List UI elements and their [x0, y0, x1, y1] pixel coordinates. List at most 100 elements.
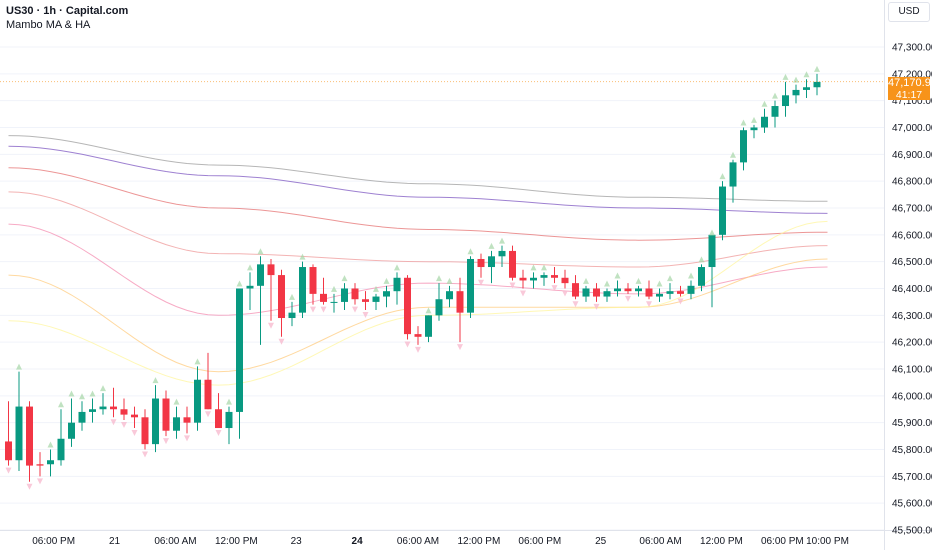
up-arrow [604, 280, 610, 287]
countdown-label: 41:17 [888, 89, 930, 101]
price-tick-label: 46,300.00 [892, 311, 932, 322]
candle-body [131, 414, 138, 418]
candle-body [698, 267, 705, 286]
up-arrow [740, 119, 747, 126]
up-arrow [656, 280, 663, 287]
moving-average-line [8, 135, 828, 202]
down-arrow [5, 467, 12, 474]
down-arrow [205, 411, 211, 418]
candle-body [624, 288, 632, 292]
candle-body [162, 398, 170, 431]
down-arrow [268, 322, 274, 329]
moving-average-line [8, 167, 828, 241]
currency-button[interactable]: USD [888, 2, 930, 22]
price-tick-label: 47,200.00 [892, 69, 932, 80]
candle-body [372, 296, 380, 302]
candle-body [530, 277, 537, 281]
candle-body [425, 315, 432, 337]
candle-body [68, 422, 75, 439]
candle-body [246, 285, 254, 289]
candle-body [5, 441, 12, 461]
time-tick-label: 06:00 PM [518, 536, 561, 547]
down-arrow [625, 295, 631, 302]
down-arrow [184, 435, 190, 442]
up-arrow [331, 285, 337, 292]
candle-body [708, 234, 716, 268]
price-tick-label: 46,800.00 [892, 177, 932, 188]
up-arrow [782, 73, 789, 80]
down-arrow [131, 430, 138, 437]
candle-body [551, 275, 558, 278]
candle-body [99, 406, 107, 410]
up-arrow [635, 277, 642, 284]
candle-body [404, 277, 411, 335]
candle-body [677, 291, 684, 294]
candle-body [383, 291, 390, 297]
price-tick-label: 46,700.00 [892, 204, 932, 215]
up-arrow [530, 264, 537, 271]
moving-average-line [8, 220, 828, 386]
down-arrow [163, 438, 169, 445]
candle-body [729, 162, 737, 187]
up-arrow [236, 280, 243, 287]
price-axis[interactable]: 47,300.00 47,200.00 47,100.00 47,000.00 46,9… [892, 43, 932, 537]
time-tick-label: 06:00 PM [761, 536, 804, 547]
price-tick-label: 45,800.00 [892, 445, 932, 456]
signal-arrows [5, 65, 820, 490]
time-axis[interactable]: 06:00 PM 21 06:00 AM 12:00 PM 23 24 06:00 AM 12… [32, 536, 849, 547]
up-arrow [226, 398, 232, 405]
up-arrow [289, 293, 295, 300]
time-tick-label: 25 [595, 536, 607, 547]
down-arrow [572, 301, 579, 308]
candles [5, 73, 821, 482]
up-arrow [793, 76, 799, 83]
candle-body [813, 81, 821, 88]
up-arrow [68, 390, 75, 397]
time-tick-label: 06:00 AM [154, 536, 196, 547]
up-arrow [614, 272, 621, 279]
moving-average-lines [8, 135, 828, 386]
up-arrow [709, 229, 715, 236]
candle-body [488, 256, 495, 268]
indicator-label[interactable]: Mambo MA & HA [6, 19, 91, 31]
chart-title: US30 · 1h · Capital.com [6, 5, 129, 17]
candle-body [267, 264, 275, 276]
up-arrow [667, 275, 673, 282]
candle-body [593, 288, 600, 297]
up-arrow [194, 358, 201, 365]
up-arrow [299, 253, 306, 260]
candle-body [330, 301, 338, 303]
candle-body [477, 258, 485, 268]
moving-average-line [8, 191, 828, 268]
candle-body [719, 186, 726, 235]
candle-body [204, 379, 212, 410]
price-tick-label: 47,300.00 [892, 43, 932, 54]
up-arrow [16, 363, 22, 370]
candle-body [761, 116, 768, 128]
up-arrow [436, 275, 442, 282]
time-tick-label: 06:00 AM [639, 536, 681, 547]
down-arrow [415, 346, 421, 353]
candle-body [750, 127, 758, 131]
time-tick-label: 21 [109, 536, 121, 547]
time-tick-label: 06:00 PM [32, 536, 75, 547]
candle-body [47, 460, 54, 465]
down-arrow [320, 306, 327, 313]
candle-body [110, 406, 117, 410]
down-arrow [520, 290, 526, 297]
candle-body [572, 283, 579, 297]
candle-body [288, 312, 296, 319]
candle-body [435, 299, 443, 316]
down-arrow [562, 290, 568, 297]
time-tick-label: 12:00 PM [215, 536, 258, 547]
candle-body [792, 89, 800, 96]
candle-body [309, 267, 317, 294]
candle-body [236, 288, 243, 412]
price-tick-label: 46,400.00 [892, 284, 932, 295]
candle-body [26, 406, 33, 466]
up-arrow [257, 248, 264, 255]
up-arrow [499, 237, 505, 244]
up-arrow [47, 441, 54, 448]
